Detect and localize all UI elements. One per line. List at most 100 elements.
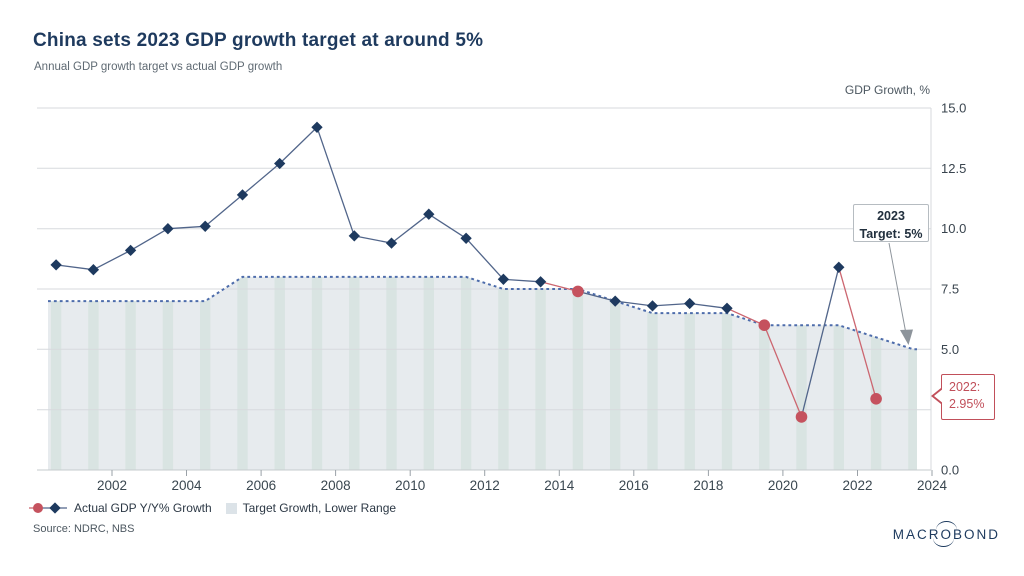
target-area-stripe [908, 276, 917, 470]
target-area-stripe [50, 276, 62, 470]
actual-series-segment [615, 300, 653, 307]
x-tick-label: 2018 [693, 478, 723, 493]
logo-arc-top-icon [936, 521, 958, 530]
target-area-stripe [423, 276, 434, 470]
actual-series-segment [130, 228, 169, 251]
marker-diamond [460, 232, 472, 244]
actual-series-segment [93, 249, 131, 271]
marker-diamond [236, 189, 249, 201]
target-area-stripe [870, 276, 882, 470]
target-area-stripe [647, 276, 658, 470]
logo-letter-o: O [933, 521, 958, 547]
page-title: China sets 2023 GDP growth target at aro… [33, 30, 484, 51]
target-area-stripe [684, 276, 695, 470]
legend-label-actual: Actual GDP Y/Y% Growth [74, 501, 212, 515]
target-area-group [48, 276, 917, 470]
y-tick-label: 0.0 [941, 463, 959, 478]
y-tick-label: 12.5 [941, 161, 966, 176]
annotation-2023-target-value: Target: 5% [859, 227, 923, 242]
marker-diamond [87, 264, 100, 276]
y-tick-label: 10.0 [941, 221, 966, 236]
target-area-stripe [125, 276, 136, 470]
annotation-2023-target: 2023 Target: 5% [853, 204, 929, 242]
marker-diamond [646, 300, 659, 312]
actual-series-segment [279, 126, 318, 164]
marker-circle [870, 393, 882, 405]
annotation-arrowhead-icon [900, 329, 913, 345]
x-tick-label: 2020 [768, 478, 798, 493]
actual-series-segment [204, 194, 243, 227]
target-area-stripe [833, 276, 844, 470]
target-area-stripe [162, 276, 174, 470]
actual-series-segment [689, 302, 728, 309]
macrobond-logo: MACR O BOND [893, 521, 1000, 547]
marker-diamond [348, 230, 360, 242]
marker-circle [572, 285, 584, 298]
marker-diamond [833, 261, 845, 273]
callout-notch-fill [934, 388, 944, 404]
target-area-stripe [311, 276, 323, 470]
legend: Actual GDP Y/Y% Growth Target Growth, Lo… [28, 501, 396, 515]
logo-arc-bottom-icon [933, 538, 955, 547]
x-tick-label: 2014 [544, 478, 575, 493]
annotation-leader-line [888, 242, 906, 332]
marker-diamond [534, 276, 547, 288]
target-area-stripe [349, 276, 360, 470]
actual-series-marker-icon [29, 502, 67, 514]
y-tick-label: 5.0 [941, 342, 959, 357]
actual-series-segment [167, 225, 206, 230]
marker-diamond [124, 244, 137, 257]
logo-text-right: BOND [952, 527, 1000, 542]
target-area-stripe [88, 276, 99, 470]
target-area-stripe [237, 276, 248, 470]
marker-diamond [162, 223, 174, 235]
target-area-stripe [274, 276, 285, 470]
legend-label-target: Target Growth, Lower Range [242, 501, 397, 515]
actual-series-segment [316, 127, 355, 237]
source-note: Source: NDRC, NBS [33, 523, 135, 535]
y-tick-label: 7.5 [941, 282, 959, 297]
marker-diamond [423, 208, 435, 220]
actual-series-segment [763, 324, 803, 418]
target-area-stripe [572, 276, 584, 470]
x-tick-label: 2008 [321, 478, 351, 493]
annotation-2023-year: 2023 [877, 209, 905, 223]
actual-series-segment [428, 213, 467, 239]
marker-diamond [385, 237, 398, 249]
target-area-stripe [200, 276, 211, 470]
target-area-stripe [759, 276, 770, 470]
x-tick-label: 2002 [97, 478, 127, 493]
marker-circle [758, 319, 771, 332]
x-tick-label: 2004 [171, 478, 202, 493]
target-area-stripe [721, 276, 733, 470]
annotation-2022-value: 2.95% [949, 396, 985, 411]
x-tick-label: 2024 [917, 478, 948, 493]
x-tick-label: 2022 [842, 478, 872, 493]
y-tick-label: 15.0 [941, 101, 966, 116]
target-area-stripe [796, 276, 807, 470]
x-tick-label: 2016 [619, 478, 649, 493]
marker-diamond [721, 302, 733, 314]
x-tick-label: 2010 [395, 478, 425, 493]
actual-series-segment [652, 302, 690, 307]
annotation-2022-actual: 2022: 2.95% [931, 374, 995, 420]
target-series-swatch-icon [225, 502, 237, 514]
actual-series-segment [465, 237, 504, 280]
marker-diamond [609, 295, 621, 307]
actual-series-segment [503, 278, 541, 283]
actual-series-segment [242, 163, 281, 196]
target-area [48, 276, 917, 470]
target-line [48, 275, 917, 351]
target-area-stripe [460, 276, 472, 470]
actual-series-segment [354, 235, 392, 244]
actual-series-segment [56, 264, 94, 271]
page-subtitle: Annual GDP growth target vs actual GDP g… [34, 61, 283, 73]
actual-series-segment [800, 267, 840, 418]
x-tick-label: 2006 [246, 478, 276, 493]
target-area-stripe [610, 276, 621, 470]
annotation-2022-year: 2022: [949, 380, 981, 394]
legend-item-target: Target Growth, Lower Range [225, 501, 397, 515]
actual-series-segment [726, 307, 765, 326]
actual-series-segment [577, 290, 616, 302]
